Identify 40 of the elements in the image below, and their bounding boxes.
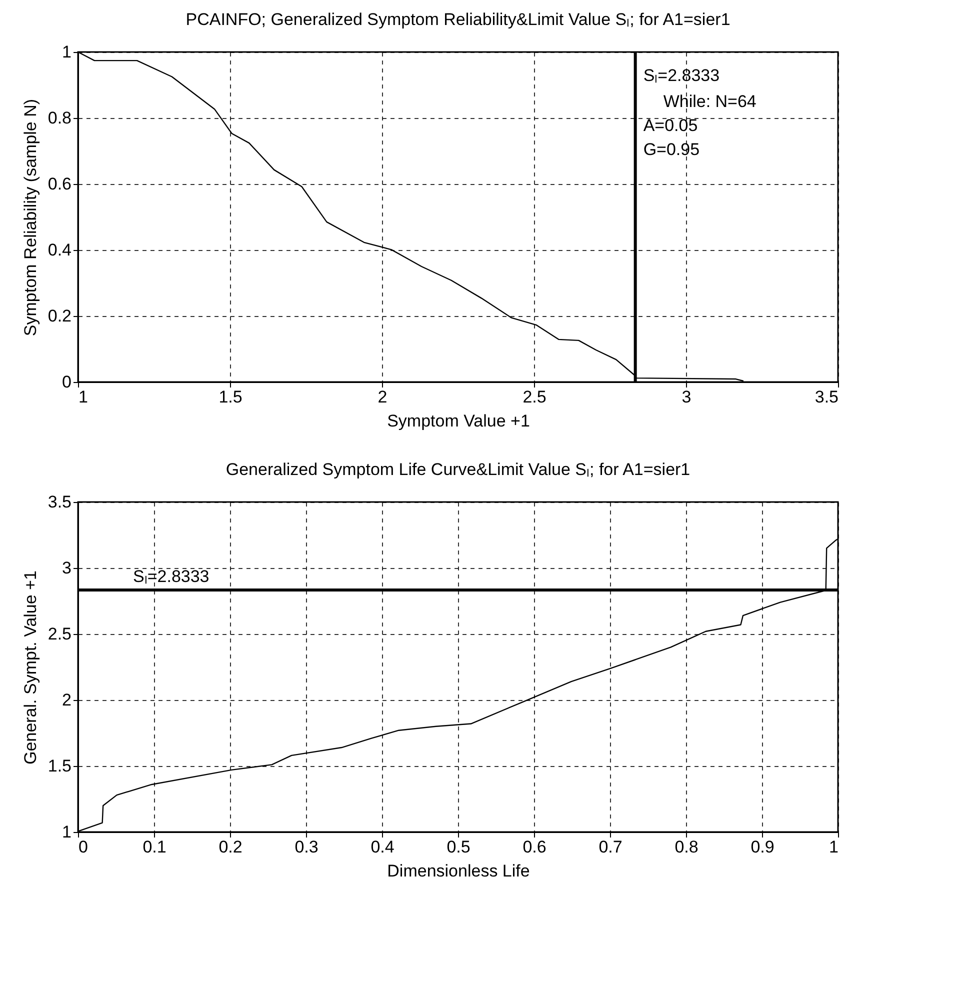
x-tick-label: 0 bbox=[78, 838, 88, 856]
y-axis-title: General. Sympt. Value +1 bbox=[20, 570, 40, 764]
y-tick-label: 2.5 bbox=[48, 624, 72, 644]
x-tick-label: 1.5 bbox=[218, 388, 242, 406]
x-tick-label: 0.6 bbox=[522, 838, 546, 856]
y-tick-label: 0.6 bbox=[48, 174, 72, 194]
x-tick-label: 1 bbox=[78, 388, 88, 406]
x-tick-label: 0.1 bbox=[142, 838, 166, 856]
annotation: A=0.05 bbox=[643, 116, 698, 135]
x-tick-label: 0.9 bbox=[750, 838, 774, 856]
y-axis-title: Symptom Reliability (sample N) bbox=[20, 98, 40, 336]
x-tick-label: 0.2 bbox=[218, 838, 242, 856]
x-axis-title: Symptom Value +1 bbox=[387, 412, 530, 430]
x-tick-label: 3 bbox=[682, 388, 692, 406]
chart-title: Generalized Symptom Life Curve&Limit Value Sₗ; for A1=sier1 bbox=[226, 460, 690, 479]
y-tick-label: 0.8 bbox=[48, 108, 72, 128]
y-tick-label: 1.5 bbox=[48, 756, 72, 776]
y-tick-label: 1 bbox=[62, 822, 72, 842]
y-tick-label: 1 bbox=[62, 42, 72, 62]
x-tick-label: 2 bbox=[378, 388, 388, 406]
x-tick-label: 3.5 bbox=[814, 388, 838, 406]
annotation: G=0.95 bbox=[643, 140, 700, 159]
x-tick-label: 2.5 bbox=[522, 388, 546, 406]
x-axis-title: Dimensionless Life bbox=[387, 862, 530, 880]
x-tick-label: 0.8 bbox=[674, 838, 698, 856]
annotation: While: N=64 bbox=[663, 92, 756, 111]
y-tick-label: 3 bbox=[62, 558, 72, 578]
x-tick-label: 0.4 bbox=[370, 838, 394, 856]
y-tick-label: 3.5 bbox=[48, 492, 72, 512]
x-tick-label: 0.3 bbox=[294, 838, 318, 856]
y-tick-label: 0.2 bbox=[48, 306, 72, 326]
ref-line-label: Sₗ=2.8333 bbox=[643, 66, 720, 85]
x-tick-label: 0.5 bbox=[446, 838, 470, 856]
x-tick-label: 1 bbox=[829, 838, 838, 856]
y-tick-label: 0 bbox=[62, 372, 72, 392]
ref-line-label: Sₗ=2.8333 bbox=[133, 567, 210, 586]
y-tick-label: 0.4 bbox=[48, 240, 72, 260]
x-tick-label: 0.7 bbox=[598, 838, 622, 856]
chart-title: PCAINFO; Generalized Symptom Reliability&Limit Value Sₗ; for A1=sier1 bbox=[186, 10, 730, 29]
y-tick-label: 2 bbox=[62, 690, 72, 710]
